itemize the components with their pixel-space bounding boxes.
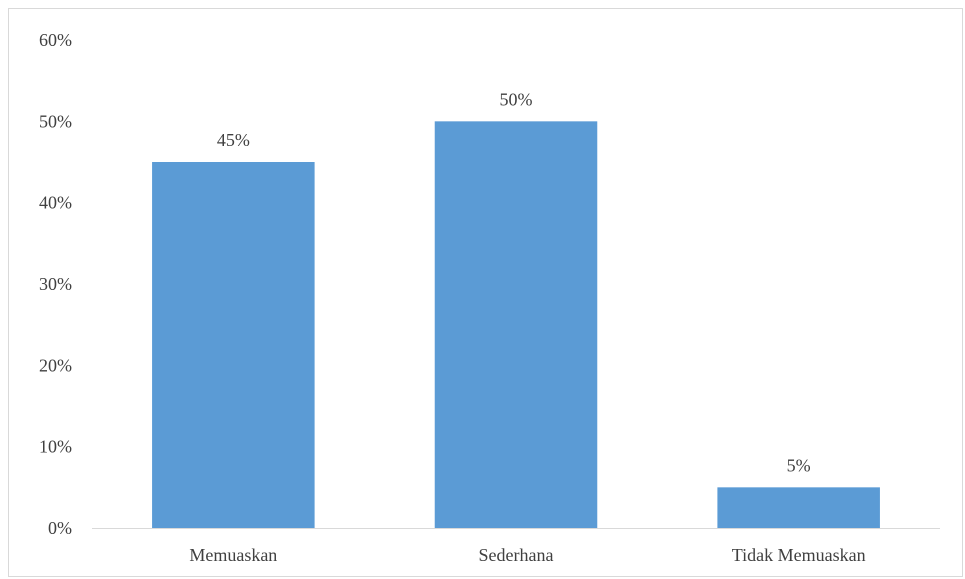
data-label: 5% [787,455,811,475]
x-tick-label: Sederhana [479,545,554,565]
y-tick-label: 30% [39,274,72,294]
x-tick-label: Tidak Memuaskan [732,545,866,565]
y-tick-label: 20% [39,355,72,375]
y-tick-label: 0% [48,518,72,538]
bar-series [152,121,880,528]
y-tick-label: 10% [39,437,72,457]
bar-tidak-memuaskan [717,487,880,528]
bar-sederhana [434,121,598,528]
y-tick-label: 50% [39,111,72,131]
data-label: 50% [500,89,533,109]
bar-memuaskan [152,162,315,528]
y-axis-tick-labels: 0% 10% 20% 30% 40% 50% 60% [39,30,72,538]
data-label: 45% [217,130,250,150]
y-tick-label: 40% [39,193,72,213]
data-labels: 45% 50% 5% [217,89,811,475]
x-axis-category-labels: Memuaskan Sederhana Tidak Memuaskan [189,545,865,565]
y-tick-label: 60% [39,30,72,50]
x-tick-label: Memuaskan [189,545,277,565]
